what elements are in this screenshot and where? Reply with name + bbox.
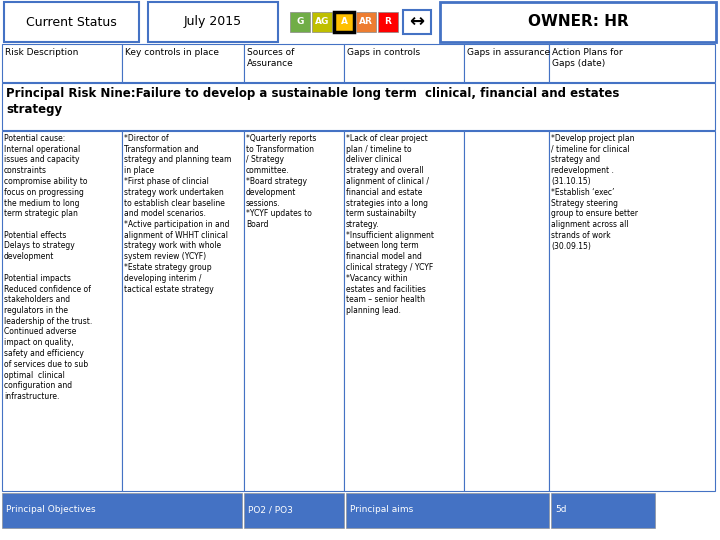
Text: 5d: 5d [555, 505, 567, 515]
Bar [464, 44, 549, 82]
Text: Sources of
Assurance: Sources of Assurance [247, 48, 294, 68]
Text: Action Plans for
Gaps (date): Action Plans for Gaps (date) [552, 48, 623, 68]
Text: Current Status: Current Status [26, 16, 117, 29]
Bar [2, 493, 242, 528]
Text: AR: AR [359, 17, 373, 26]
Text: PO2 / PO3: PO2 / PO3 [248, 505, 293, 515]
Text: A: A [341, 17, 348, 26]
Bar [403, 10, 431, 34]
Text: G: G [297, 17, 304, 26]
Bar [122, 44, 244, 82]
Text: Principal aims: Principal aims [350, 505, 413, 515]
Text: Principal Risk Nine:Failure to develop a sustainable long term  clinical, financ: Principal Risk Nine:Failure to develop a… [6, 87, 619, 116]
Text: *Director of
Transformation and
strategy and planning team
in place
*First phase: *Director of Transformation and strategy… [124, 134, 231, 294]
Text: AG: AG [315, 17, 329, 26]
Bar [312, 12, 332, 32]
Text: Risk Description: Risk Description [5, 48, 78, 57]
Text: Gaps in controls: Gaps in controls [347, 48, 420, 57]
Text: Key controls in place: Key controls in place [125, 48, 219, 57]
Bar [334, 12, 354, 32]
Text: *Quarterly reports
to Transformation
/ Strategy
committee.
*Board strategy
devel: *Quarterly reports to Transformation / S… [246, 134, 316, 229]
Bar [244, 493, 344, 528]
Text: *Develop project plan
/ timeline for clinical
strategy and
redevelopment .
(31.1: *Develop project plan / timeline for cli… [551, 134, 638, 251]
Bar [122, 131, 244, 491]
Text: ↔: ↔ [410, 13, 425, 31]
Bar [549, 44, 715, 82]
Bar [244, 44, 344, 82]
Bar [356, 12, 376, 32]
Bar [2, 83, 715, 130]
Bar [2, 44, 122, 82]
Text: July 2015: July 2015 [184, 16, 242, 29]
Bar [344, 131, 464, 491]
Bar [4, 2, 139, 42]
Bar [148, 2, 278, 42]
Bar [346, 493, 549, 528]
Text: Potential cause:
Internal operational
issues and capacity
constraints
compromise: Potential cause: Internal operational is… [4, 134, 92, 401]
Bar [344, 44, 464, 82]
Text: Gaps in assurance: Gaps in assurance [467, 48, 550, 57]
Text: *Lack of clear project
plan / timeline to
deliver clinical
strategy and overall
: *Lack of clear project plan / timeline t… [346, 134, 434, 315]
Bar [440, 2, 716, 42]
Bar [244, 131, 344, 491]
Bar [549, 131, 715, 491]
Bar [464, 131, 549, 491]
Text: Principal Objectives: Principal Objectives [6, 505, 96, 515]
Bar [378, 12, 398, 32]
Bar [2, 131, 122, 491]
Bar [551, 493, 655, 528]
Text: OWNER: HR: OWNER: HR [528, 15, 629, 30]
Text: R: R [384, 17, 392, 26]
Bar [290, 12, 310, 32]
